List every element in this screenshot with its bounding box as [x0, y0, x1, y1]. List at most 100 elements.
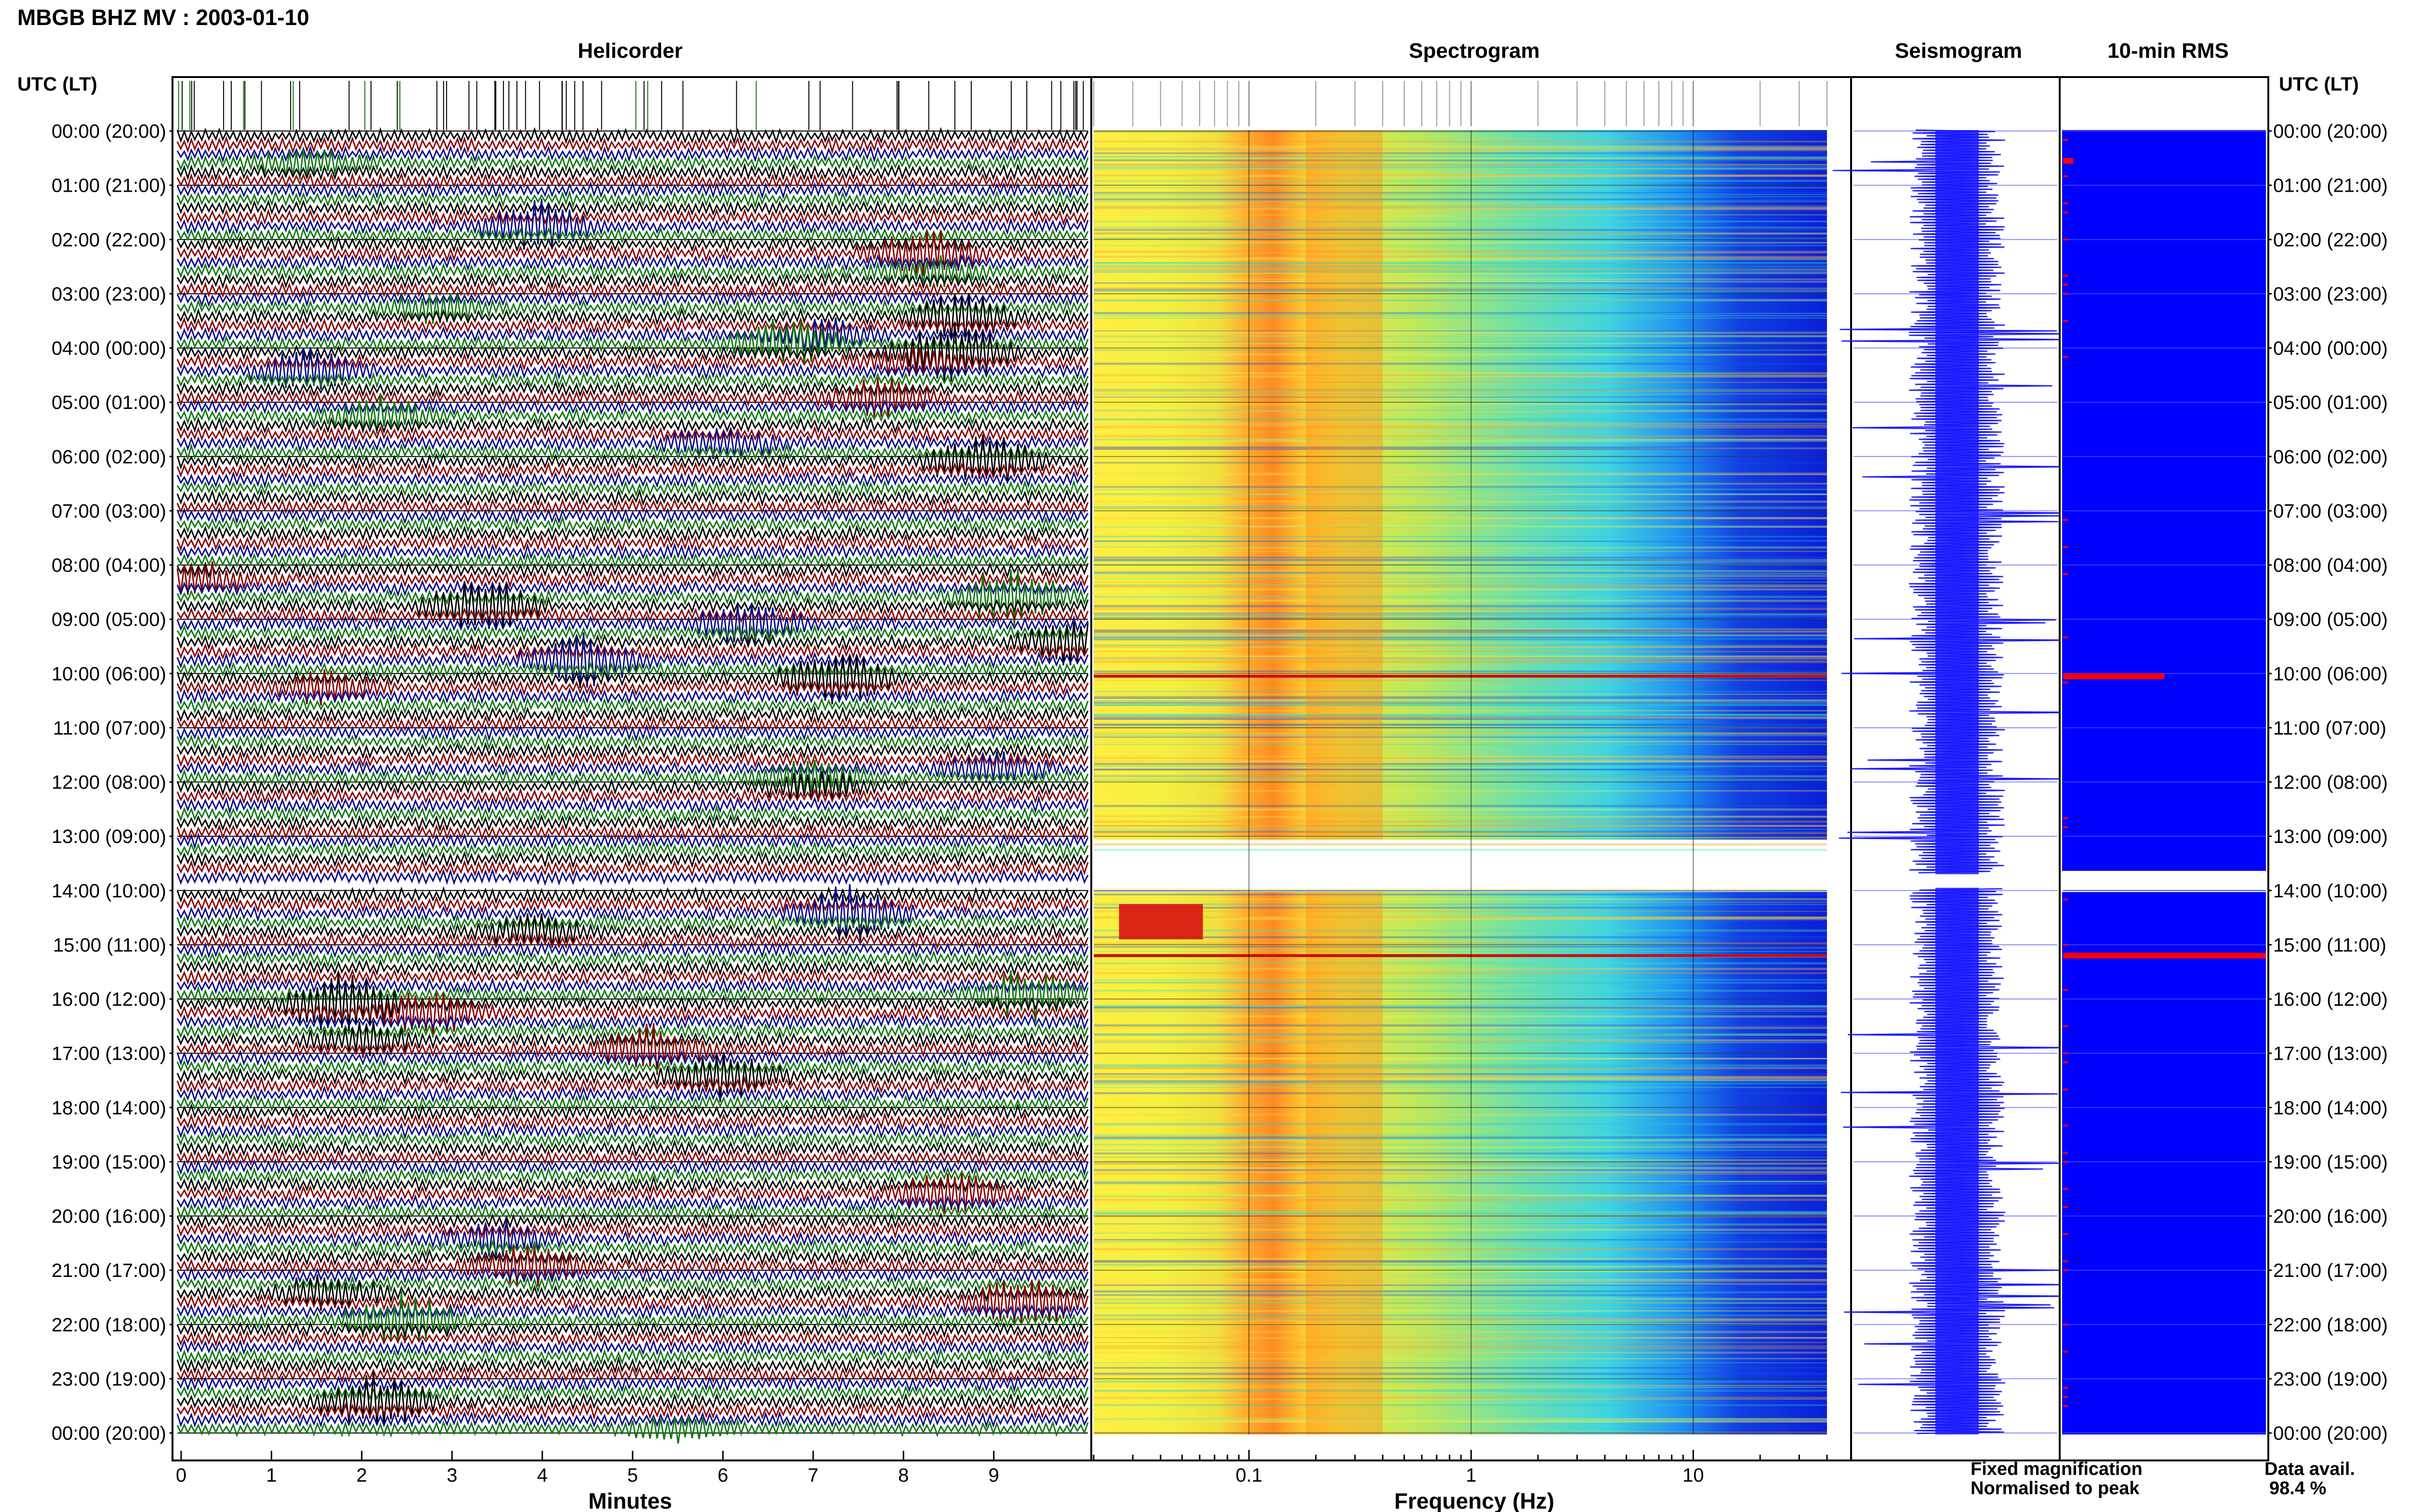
helicorder-trace	[176, 289, 1089, 308]
spectrogram-image-top	[1094, 130, 1827, 840]
spectrogram-x-label: Frequency (Hz)	[1394, 1488, 1554, 1512]
rms-tick-mark	[2063, 682, 2068, 684]
time-label-left: 03:00 (23:00)	[52, 284, 166, 305]
spectrogram-peak-band	[1305, 130, 1383, 840]
rms-tick-mark	[2063, 284, 2068, 286]
rms-tick-mark	[2063, 238, 2068, 241]
helicorder-trace	[176, 1175, 1089, 1194]
helicorder-trace	[176, 552, 1089, 570]
helicorder-trace	[176, 347, 1089, 390]
helicorder-trace	[176, 1279, 1089, 1324]
helicorder-trace	[176, 145, 1089, 163]
helicorder-trace	[176, 959, 1089, 977]
legend-normalised-to-peak: Normalised to peak	[1971, 1478, 2140, 1499]
helicorder-trace	[176, 1148, 1089, 1167]
helicorder-traces	[176, 81, 1089, 1444]
spectrogram-title: Spectrogram	[1409, 39, 1539, 63]
helicorder-trace	[176, 1384, 1089, 1401]
helicorder-x-tick-label: 2	[357, 1465, 367, 1486]
helicorder-trace	[176, 425, 1089, 444]
helicorder-trace	[176, 1221, 1089, 1239]
time-label-right: 18:00 (14:00)	[2273, 1097, 2388, 1118]
helicorder-x-tick-label: 5	[627, 1465, 638, 1486]
helicorder-trace	[176, 581, 1089, 629]
rms-tick-mark	[2063, 292, 2068, 295]
rms-marks	[2063, 131, 2266, 1433]
helicorder-x-label: Minutes	[588, 1488, 672, 1512]
rms-tick-mark	[2063, 1387, 2068, 1389]
helicorder-trace	[176, 1410, 1089, 1429]
rms-tick-mark	[2063, 1323, 2068, 1326]
helicorder-x-tick-label: 1	[266, 1465, 277, 1486]
time-label-left: 07:00 (03:00)	[52, 500, 166, 522]
helicorder-trace	[176, 895, 1089, 914]
time-label-right: 01:00 (21:00)	[2273, 175, 2388, 197]
time-label-left: 05:00 (01:00)	[52, 392, 166, 413]
time-label-right: 16:00 (12:00)	[2273, 989, 2388, 1010]
helicorder-trace	[176, 1402, 1089, 1420]
helicorder-trace	[176, 498, 1089, 515]
helicorder-trace	[176, 886, 1089, 905]
rms-tick-mark	[2063, 989, 2068, 991]
rms-tick-mark	[2063, 546, 2068, 548]
helicorder-trace	[176, 162, 1089, 181]
helicorder-trace	[176, 255, 1089, 288]
helicorder-trace	[176, 1139, 1089, 1158]
rms-tick-mark	[2063, 1260, 2068, 1262]
rms-tick-mark	[2063, 944, 2068, 946]
time-axis-label-left: UTC (LT)	[17, 74, 97, 95]
rms-tick-mark	[2063, 320, 2068, 322]
time-label-right: 04:00 (00:00)	[2273, 338, 2388, 359]
helicorder-x-tick-label: 8	[898, 1465, 909, 1486]
rms-tick-mark	[2063, 826, 2068, 828]
helicorder-trace	[176, 621, 1089, 666]
helicorder-trace	[176, 1131, 1089, 1149]
time-axis-label-right: UTC (LT)	[2279, 74, 2359, 95]
helicorder-title: Helicorder	[578, 39, 683, 63]
time-label-left: 21:00 (17:00)	[52, 1260, 166, 1281]
rms-tick-mark	[2063, 1052, 2068, 1054]
seismogram-core	[1935, 888, 1979, 1434]
helicorder-trace	[176, 750, 1089, 769]
time-label-right: 07:00 (03:00)	[2273, 500, 2388, 522]
rms-tick-mark	[2063, 1088, 2068, 1091]
legend-fixed-magnification: Fixed magnification	[1971, 1459, 2143, 1479]
helicorder-trace	[176, 471, 1089, 489]
helicorder-x-tick-label: 4	[537, 1465, 547, 1486]
rms-tick-mark	[2063, 275, 2068, 277]
helicorder-trace	[176, 561, 1089, 595]
helicorder-trace	[176, 1375, 1089, 1393]
helicorder-trace	[176, 172, 1089, 190]
rms-panel	[2059, 76, 2269, 1461]
helicorder-trace	[176, 1054, 1089, 1103]
time-label-left: 13:00 (09:00)	[52, 826, 166, 847]
helicorder-x-tick-label: 7	[808, 1465, 819, 1486]
helicorder-trace	[176, 642, 1089, 660]
helicorder-trace	[176, 380, 1089, 398]
helicorder-trace	[176, 1012, 1089, 1031]
helicorder-trace	[176, 281, 1089, 299]
helicorder-trace	[176, 1049, 1089, 1067]
spectrogram-texture	[1094, 130, 1827, 1434]
helicorder-trace	[176, 226, 1089, 244]
seismogram-title: Seismogram	[1895, 39, 2022, 63]
helicorder-trace	[176, 968, 1089, 986]
seismogram-trace	[1832, 129, 2086, 1434]
helicorder-trace	[176, 1266, 1089, 1284]
helicorder-trace	[176, 669, 1089, 706]
time-label-left: 20:00 (16:00)	[52, 1206, 166, 1227]
helicorder-trace	[176, 977, 1089, 995]
helicorder-trace	[176, 148, 1089, 180]
helicorder-trace	[176, 319, 1089, 366]
helicorder-trace	[176, 534, 1089, 552]
time-label-right: 14:00 (10:00)	[2273, 881, 2388, 902]
helicorder-trace	[176, 1245, 1089, 1287]
rms-peak-bar	[2063, 158, 2074, 164]
time-label-left: 01:00 (21:00)	[52, 175, 166, 197]
helicorder-trace	[176, 198, 1089, 250]
helicorder-trace	[176, 1166, 1089, 1184]
rms-tick-mark	[2063, 817, 2068, 819]
time-label-left: 22:00 (18:00)	[52, 1315, 166, 1336]
helicorder-trace	[176, 1372, 1089, 1424]
helicorder-trace	[176, 1085, 1089, 1104]
